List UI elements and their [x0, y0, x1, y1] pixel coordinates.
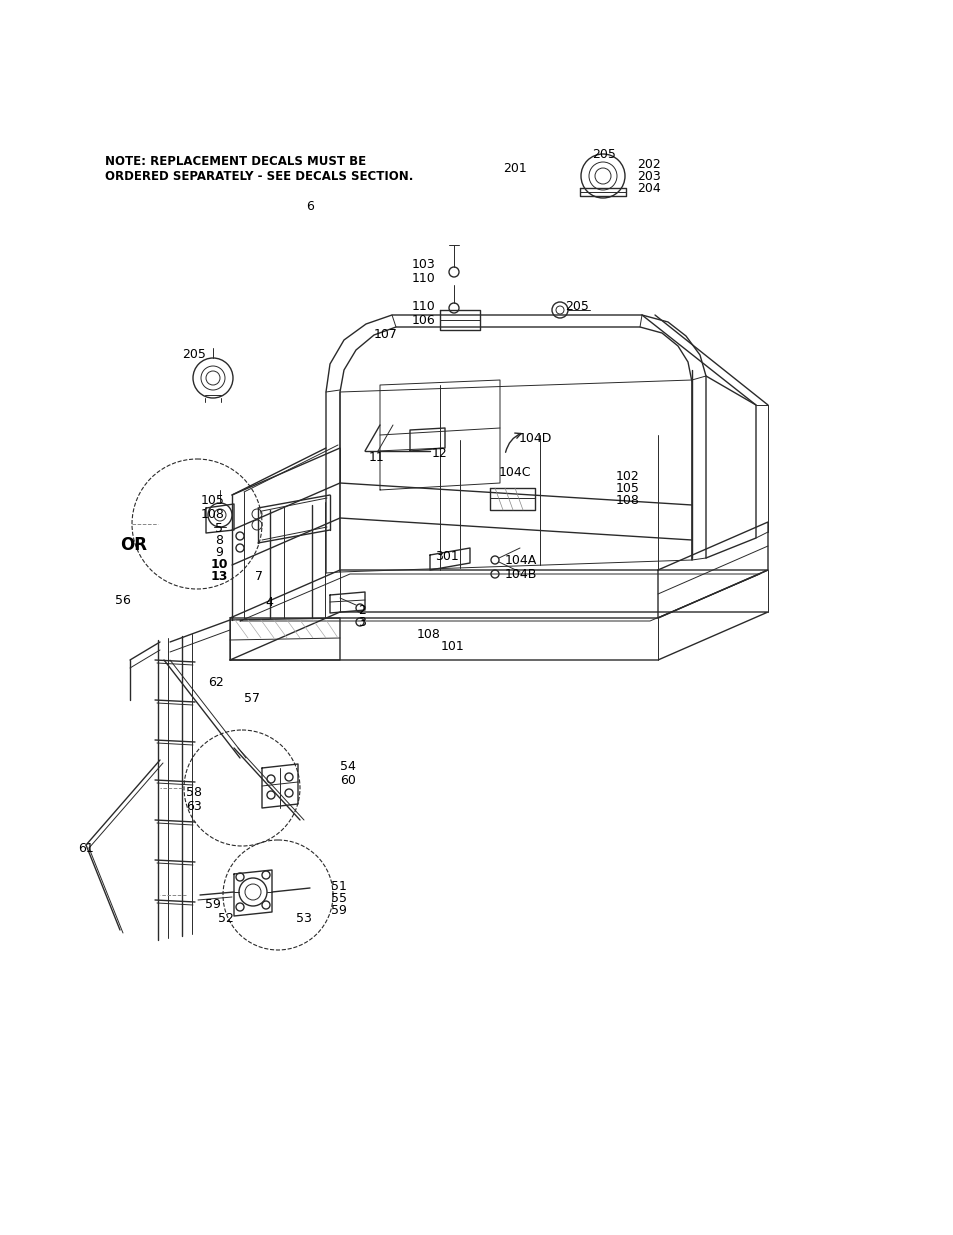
Text: 301: 301 — [435, 550, 458, 563]
Text: 56: 56 — [115, 594, 131, 606]
Text: 11: 11 — [369, 451, 384, 464]
Text: 3: 3 — [357, 616, 366, 629]
Text: 107: 107 — [374, 329, 397, 341]
Text: 6: 6 — [306, 200, 314, 212]
Text: 108: 108 — [416, 629, 440, 641]
Text: 105: 105 — [201, 494, 225, 508]
Text: 104A: 104A — [504, 555, 537, 567]
Text: 101: 101 — [440, 640, 464, 653]
Text: 103: 103 — [412, 258, 436, 270]
Text: 106: 106 — [412, 314, 436, 327]
Text: 5: 5 — [214, 522, 223, 535]
Text: 51: 51 — [331, 881, 347, 893]
Text: 53: 53 — [295, 911, 312, 925]
Text: 8: 8 — [214, 534, 223, 547]
Text: 108: 108 — [616, 494, 639, 508]
Text: 104D: 104D — [518, 432, 552, 445]
Text: 104B: 104B — [504, 568, 537, 580]
Text: 63: 63 — [186, 800, 201, 813]
Text: 59: 59 — [205, 898, 221, 911]
Text: 7: 7 — [254, 571, 263, 583]
Text: 205: 205 — [182, 348, 206, 361]
Text: 52: 52 — [218, 911, 233, 925]
Text: 110: 110 — [412, 272, 436, 285]
Text: ORDERED SEPARATELY - SEE DECALS SECTION.: ORDERED SEPARATELY - SEE DECALS SECTION. — [105, 170, 413, 183]
Text: 62: 62 — [208, 676, 224, 689]
Text: 12: 12 — [432, 447, 447, 459]
Text: 201: 201 — [502, 162, 526, 175]
Text: 10: 10 — [211, 558, 229, 571]
Text: 59: 59 — [331, 904, 347, 918]
Text: 102: 102 — [616, 471, 639, 483]
Text: 110: 110 — [412, 300, 436, 312]
Text: OR: OR — [120, 536, 147, 555]
Text: 204: 204 — [637, 182, 660, 195]
Text: 61: 61 — [78, 842, 93, 855]
Text: 55: 55 — [331, 892, 347, 905]
Text: 9: 9 — [214, 546, 223, 559]
Text: 58: 58 — [186, 785, 202, 799]
Text: 2: 2 — [357, 604, 366, 618]
Text: 4: 4 — [265, 597, 273, 609]
Text: 104C: 104C — [498, 466, 531, 479]
Text: 105: 105 — [616, 482, 639, 495]
Text: 205: 205 — [564, 300, 588, 312]
Text: NOTE: REPLACEMENT DECALS MUST BE: NOTE: REPLACEMENT DECALS MUST BE — [105, 156, 366, 168]
Text: 202: 202 — [637, 158, 660, 170]
Text: 57: 57 — [244, 692, 260, 705]
Text: 54: 54 — [339, 760, 355, 773]
Text: 13: 13 — [211, 571, 228, 583]
Text: 60: 60 — [339, 774, 355, 787]
Text: 108: 108 — [201, 508, 225, 521]
Text: 205: 205 — [592, 148, 616, 161]
Text: 203: 203 — [637, 170, 660, 183]
